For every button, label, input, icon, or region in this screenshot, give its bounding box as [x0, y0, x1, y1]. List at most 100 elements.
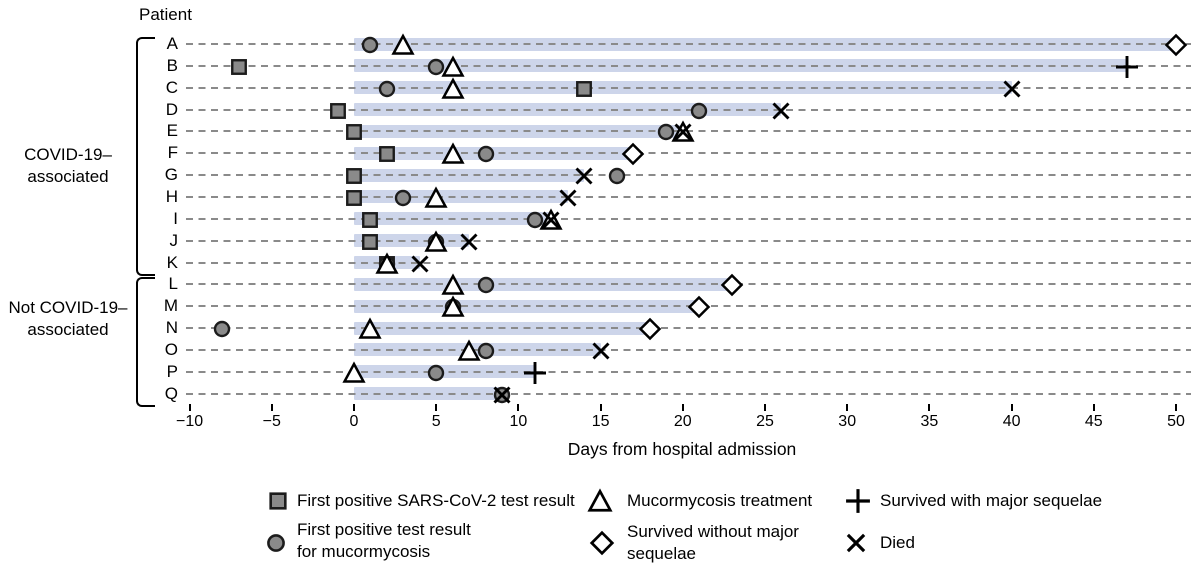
x-tick-label-50: 50 — [1167, 413, 1185, 430]
legend-triangle-icon — [587, 488, 613, 514]
treatment-marker-B — [441, 55, 465, 79]
outcome-marker-died-I — [539, 208, 563, 232]
treatment-marker-C — [441, 77, 465, 101]
group-label-covid-associated: COVID-19– associated — [24, 145, 112, 186]
x-tick-45 — [1092, 404, 1095, 411]
patient-row-label-Q: Q — [164, 383, 178, 403]
outcome-marker-survived-without-major-sequelae-M — [687, 295, 711, 319]
x-tick-label-15: 15 — [591, 413, 610, 430]
x-tick-30 — [846, 404, 849, 411]
x-tick-20 — [681, 404, 684, 411]
timeline-dashed-line-L — [186, 283, 1191, 286]
patient-row-label-N: N — [165, 318, 178, 338]
x-tick--10 — [188, 404, 191, 411]
x-tick-label-30: 30 — [838, 413, 857, 430]
treatment-marker-P — [342, 361, 366, 385]
legend-x-label: Died — [880, 533, 915, 552]
treatment-marker-K — [375, 251, 399, 276]
x-tick-label-40: 40 — [1002, 413, 1021, 430]
y-axis-title: Patient — [139, 5, 192, 24]
timeline-dashed-line-J — [186, 239, 1191, 242]
sars-cov2-test-marker-H — [342, 186, 366, 210]
treatment-marker-M — [441, 295, 465, 319]
outcome-marker-died-J — [457, 230, 481, 254]
legend-x-icon — [843, 530, 869, 556]
sars-cov2-test-marker-B — [227, 55, 251, 79]
treatment-marker-H — [424, 186, 448, 210]
x-tick--5 — [270, 404, 273, 411]
patient-row-label-I: I — [173, 208, 178, 228]
patient-row-label-P: P — [166, 361, 178, 381]
timeline-dashed-line-K — [186, 261, 1191, 264]
patient-row-label-J: J — [169, 230, 179, 250]
timeline-dashed-line-D — [186, 108, 1191, 111]
x-tick-label-10: 10 — [509, 413, 528, 430]
timeline-dashed-line-I — [186, 217, 1191, 220]
legend-square-label: First positive SARS-CoV-2 test result — [297, 491, 575, 510]
outcome-marker-died-Q — [490, 383, 514, 407]
treatment-marker-F — [441, 142, 465, 166]
legend-plus-icon — [845, 488, 871, 514]
outcome-marker-died-G — [572, 164, 596, 188]
patient-row-label-L: L — [168, 274, 178, 294]
sars-cov2-test-marker-D — [326, 99, 350, 123]
x-tick-label-35: 35 — [920, 413, 939, 430]
outcome-marker-survived-without-major-sequelae-F — [621, 142, 645, 166]
x-axis-title: Days from hospital admission — [567, 439, 797, 459]
timeline-dashed-line-B — [186, 64, 1191, 67]
sars-cov2-test-marker-F — [375, 142, 399, 166]
legend-plus-label: Survived with major sequelae — [880, 491, 1103, 510]
outcome-marker-died-E — [671, 120, 695, 144]
mucormycosis-test-marker-I — [523, 208, 547, 232]
mucormycosis-test-marker-F — [474, 142, 498, 166]
patient-row-label-H: H — [165, 186, 178, 206]
mucormycosis-test-marker-A — [358, 33, 382, 57]
timeline-dashed-line-F — [186, 152, 1191, 155]
x-tick-label--5: −5 — [262, 413, 281, 430]
sars-cov2-test-marker-C — [572, 77, 596, 101]
x-tick-35 — [928, 404, 931, 411]
patient-row-label-M: M — [163, 296, 178, 316]
x-tick-15 — [599, 404, 602, 411]
not-covid-associated-bracket — [136, 276, 155, 407]
timeline-dashed-line-N — [186, 327, 1191, 330]
mucormycosis-test-marker-N — [210, 317, 234, 341]
sars-cov2-test-marker-J — [358, 230, 382, 254]
patient-row-label-D: D — [165, 99, 178, 119]
outcome-marker-survived-without-major-sequelae-A — [1164, 33, 1188, 57]
mucormycosis-test-marker-P — [424, 361, 448, 385]
mucormycosis-test-marker-O — [474, 339, 498, 363]
x-tick-label-25: 25 — [756, 413, 774, 430]
patient-row-label-G: G — [164, 165, 178, 185]
outcome-marker-survived-without-major-sequelae-L — [720, 273, 744, 297]
outcome-marker-died-O — [589, 339, 613, 363]
outcome-marker-died-C — [1000, 77, 1024, 101]
patient-row-label-B: B — [166, 55, 178, 75]
covid-associated-bracket — [136, 36, 155, 276]
mucormycosis-test-marker-G — [605, 164, 629, 188]
x-tick-40 — [1010, 404, 1013, 411]
legend-diamond-label: Survived without major sequelae — [627, 522, 799, 563]
sars-cov2-test-marker-G — [342, 164, 366, 188]
x-tick-10 — [517, 404, 520, 411]
x-tick-0 — [353, 404, 355, 411]
x-tick-5 — [435, 404, 438, 411]
outcome-marker-survived-without-major-sequelae-N — [638, 317, 662, 341]
outcome-marker-died-D — [769, 99, 793, 123]
legend-triangle-label: Mucormycosis treatment — [627, 491, 813, 510]
legend-square-icon — [265, 488, 291, 514]
patient-row-label-C: C — [165, 77, 178, 97]
group-label-not-covid-associated: Not COVID-19– associated — [8, 298, 128, 339]
timeline-dashed-line-M — [186, 305, 1191, 308]
patient-row-label-A: A — [166, 34, 178, 53]
sars-cov2-test-marker-E — [342, 120, 366, 144]
timeline-dashed-line-C — [186, 86, 1191, 89]
mucormycosis-test-marker-E — [654, 120, 678, 144]
patient-row-label-E: E — [166, 121, 178, 141]
patient-row-label-F: F — [167, 143, 178, 163]
treatment-marker-O — [457, 339, 481, 363]
x-tick-label--10: −10 — [176, 413, 204, 430]
treatment-marker-A — [391, 33, 415, 57]
